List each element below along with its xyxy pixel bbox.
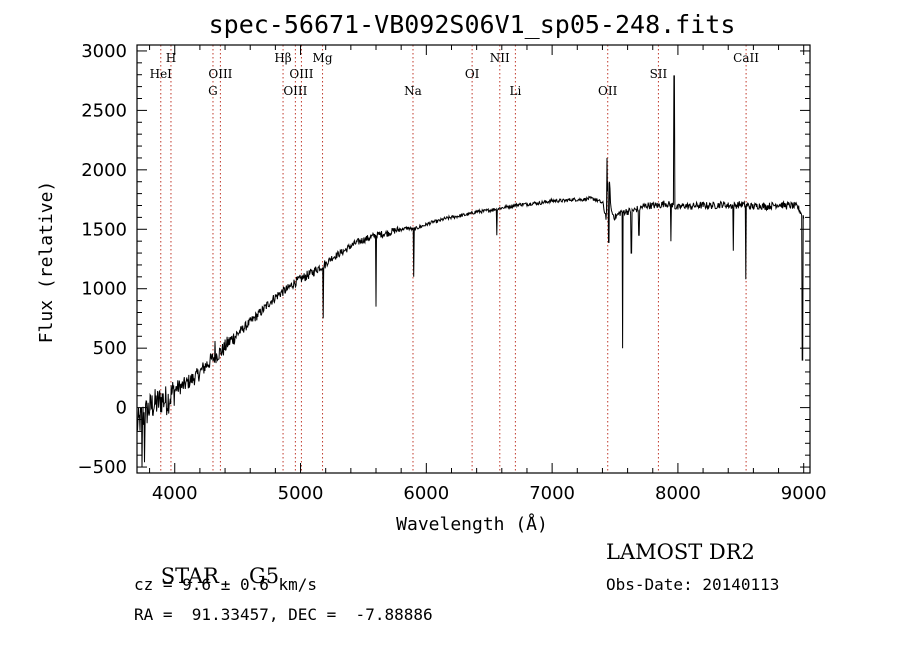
x-tick-label: 9000	[781, 483, 827, 504]
y-tick-label: −500	[78, 457, 127, 478]
y-tick-label: 0	[116, 398, 127, 419]
plot-frame	[136, 44, 811, 474]
spectral-line-label: OIII	[283, 84, 307, 98]
y-axis-label: Flux (relative)	[36, 181, 57, 344]
x-tick-label: 7000	[529, 483, 575, 504]
object-class: STAR	[160, 564, 219, 588]
spectral-line-label: Li	[509, 84, 521, 98]
y-tick-label: 1500	[81, 219, 127, 240]
x-axis-label: Wavelength (Å)	[396, 513, 548, 535]
spectral-line-label: Hβ	[274, 51, 291, 65]
spectral-line-label: OII	[598, 84, 618, 98]
object-class-row: STAR G5	[134, 540, 279, 612]
y-tick-label: 3000	[81, 41, 127, 62]
spectral-line-label: OI	[465, 67, 480, 81]
spectral-line-label: H	[166, 51, 176, 65]
chart-title: spec-56671-VB092S06V1_sp05-248.fits	[209, 10, 736, 39]
spectral-line-label: NII	[490, 51, 510, 65]
object-subclass: G5	[248, 564, 280, 588]
coordinates-info: RA = 91.33457, DEC = -7.88886	[134, 605, 433, 624]
spectral-line-label: HeI	[150, 67, 173, 81]
x-tick-label: 6000	[403, 483, 449, 504]
spectral-line-label: Mg	[313, 51, 333, 65]
spectrum-line	[136, 75, 805, 468]
y-tick-label: 1000	[81, 279, 127, 300]
survey-name: LAMOST DR2	[606, 540, 755, 564]
x-tick-label: 4000	[152, 483, 198, 504]
spectral-line-label: CaII	[733, 51, 759, 65]
spectral-line-label: OIII	[289, 67, 313, 81]
spectral-line-label: SII	[650, 67, 668, 81]
observation-date: Obs-Date: 20140113	[606, 575, 780, 594]
redshift-info: cz = 9.6 ± 0.6 km/s	[134, 575, 318, 594]
spectral-line-label: OIII	[208, 67, 232, 81]
y-tick-label: 2500	[81, 100, 127, 121]
x-tick-label: 8000	[655, 483, 701, 504]
y-tick-label: 2000	[81, 160, 127, 181]
spectral-line-label: Na	[404, 84, 422, 98]
y-tick-label: 500	[93, 338, 127, 359]
spectral-line-label: G	[208, 84, 218, 98]
x-tick-label: 5000	[278, 483, 324, 504]
